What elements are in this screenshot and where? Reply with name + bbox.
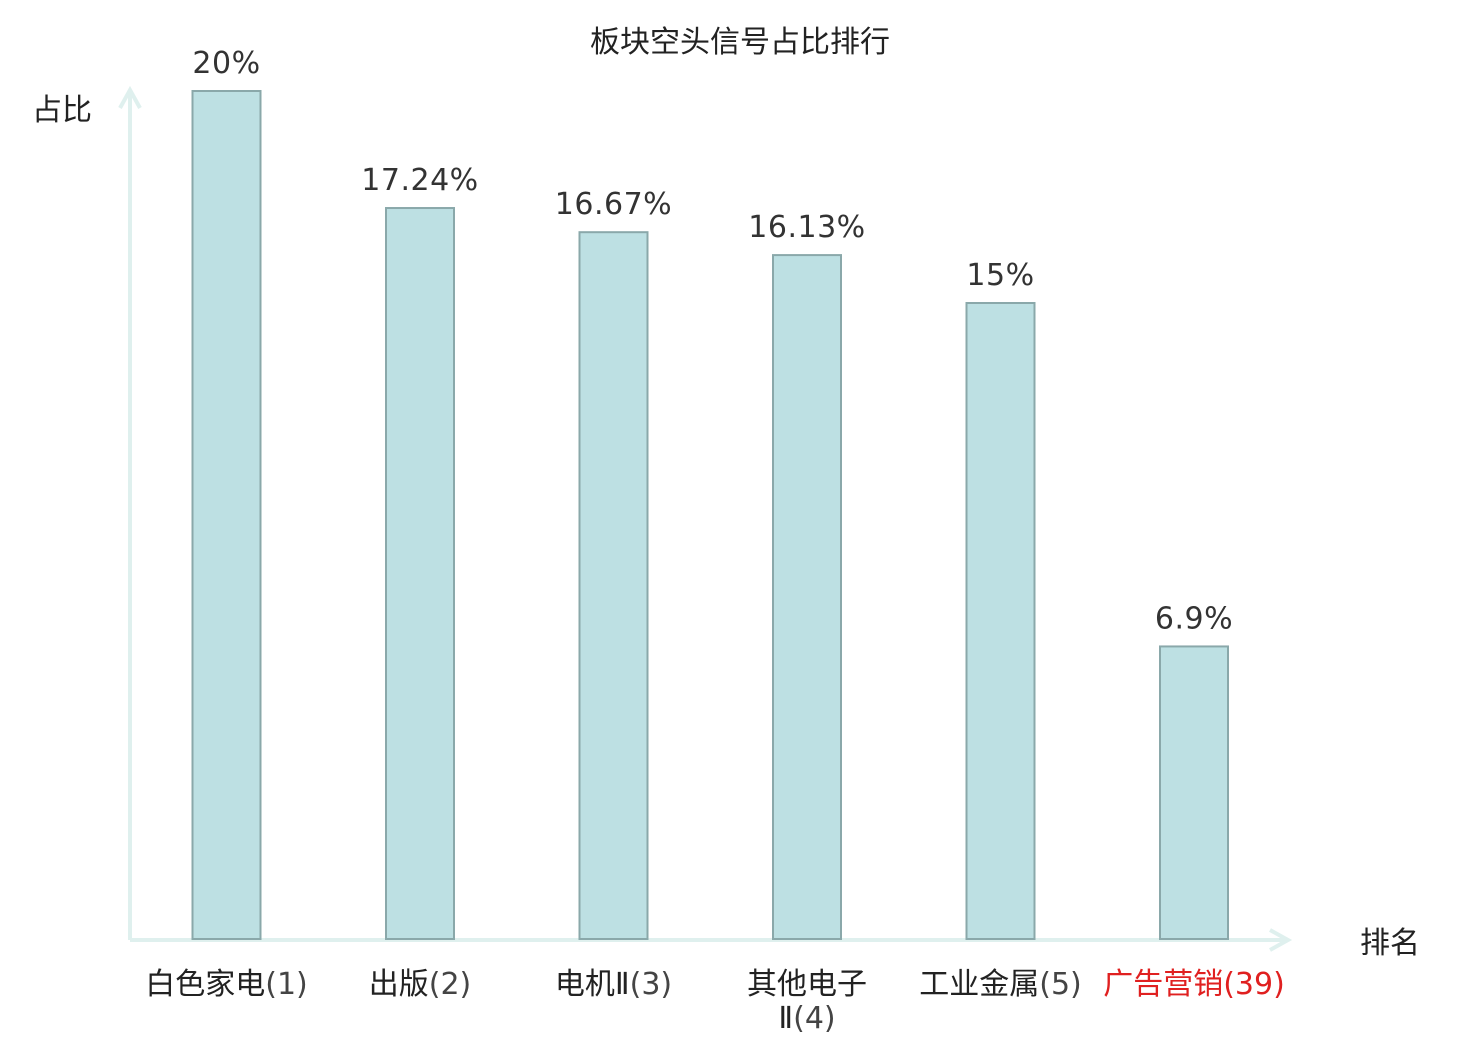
category-name: 广告营销 <box>1103 967 1223 1002</box>
category-name: 工业金属 <box>919 967 1039 1002</box>
x-axis-arrow <box>1269 928 1293 952</box>
category-name-line1: 其他电子 <box>747 967 867 1002</box>
bar <box>191 90 262 940</box>
bar <box>578 231 649 940</box>
category-rank: (5) <box>1039 967 1082 1002</box>
y-axis-arrow <box>118 85 142 109</box>
category-rank: (2) <box>429 967 472 1002</box>
value-label: 20% <box>192 46 260 81</box>
category-labels-group: 白色家电(1) 出版(2) 电机Ⅱ(3) 其他电子 Ⅱ(4) 工业金属(5) 广告营销(39… <box>145 967 1285 1036</box>
category-rank: (39) <box>1223 967 1285 1002</box>
value-label: 17.24% <box>361 163 478 198</box>
value-label: 15% <box>966 258 1034 293</box>
value-label: 16.67% <box>555 187 672 222</box>
category-rank: (4) <box>793 1001 836 1036</box>
bar <box>1159 645 1229 940</box>
bars-group <box>191 90 1229 941</box>
category-label: 广告营销(39) <box>1103 967 1285 1002</box>
bar <box>385 207 455 941</box>
category-label: 工业金属(5) <box>919 967 1082 1002</box>
x-axis-label: 排名 <box>1360 926 1420 961</box>
value-labels-group: 20% 17.24% 16.67% 16.13% 15% 6.9% <box>192 46 1233 636</box>
axes <box>118 85 1293 952</box>
bar <box>965 302 1036 940</box>
category-name-line2: Ⅱ <box>778 1001 793 1036</box>
value-label: 16.13% <box>748 210 865 245</box>
category-name: 出版 <box>369 967 429 1002</box>
category-name: 电机Ⅱ <box>555 967 630 1002</box>
category-rank: (1) <box>265 967 308 1002</box>
y-axis-label: 占比 <box>32 93 92 128</box>
category-label: 出版(2) <box>369 967 472 1002</box>
chart-title: 板块空头信号占比排行 <box>590 25 890 60</box>
bar <box>772 254 842 940</box>
category-rank: (3) <box>630 967 673 1002</box>
category-label: 白色家电(1) <box>145 967 308 1002</box>
category-name: 白色家电 <box>145 967 265 1002</box>
category-label: 电机Ⅱ(3) <box>555 967 672 1002</box>
value-label: 6.9% <box>1155 601 1233 636</box>
category-label: 其他电子 Ⅱ(4) <box>747 967 867 1036</box>
